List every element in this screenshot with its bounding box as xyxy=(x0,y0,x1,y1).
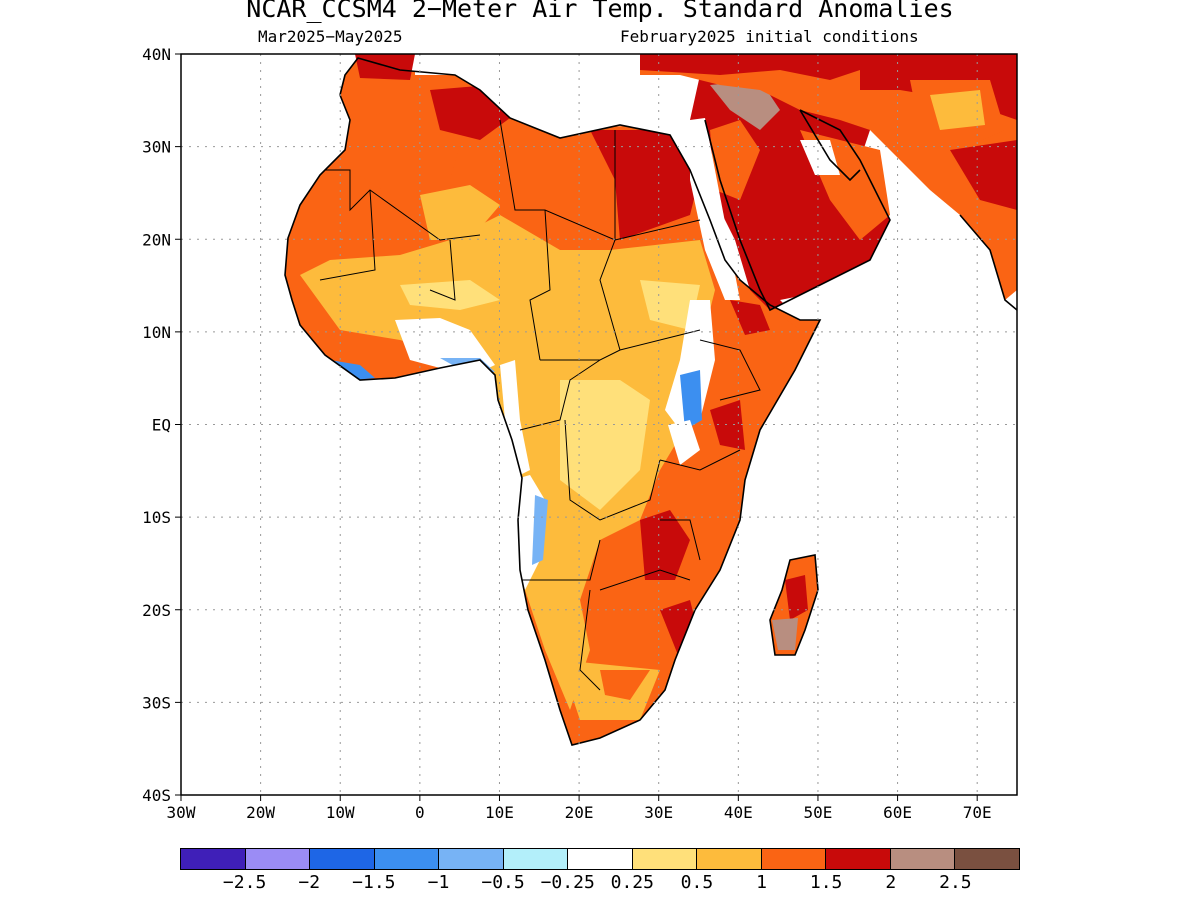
lat-tick-label: 20S xyxy=(142,601,171,620)
colorbar-swatch xyxy=(439,849,504,869)
anomaly-shading xyxy=(285,54,1017,745)
lat-tick-label: 40N xyxy=(142,45,171,64)
colorbar-swatch xyxy=(955,849,1019,869)
lon-tick-label: 60E xyxy=(883,803,912,822)
colorbar-swatch xyxy=(245,849,311,869)
colorbar-swatch xyxy=(826,849,891,869)
lat-tick-label: 20N xyxy=(142,230,171,249)
lat-tick-label: 40S xyxy=(142,786,171,805)
lon-tick-label: 50E xyxy=(803,803,832,822)
colorbar-label: −1 xyxy=(427,872,450,893)
colorbar-swatch xyxy=(632,849,698,869)
lon-tick-label: 70E xyxy=(963,803,992,822)
map-title: NCAR_CCSM4 2−Meter Air Temp. Standard An… xyxy=(246,0,954,23)
lat-tick-label: 30N xyxy=(142,138,171,157)
colorbar-label: 2.5 xyxy=(939,872,972,893)
colorbar-swatch xyxy=(568,849,633,869)
lon-tick-label: 40E xyxy=(724,803,753,822)
colorbar-swatch xyxy=(310,849,375,869)
lon-tick-label: 10E xyxy=(485,803,514,822)
colorbar-label: 0.5 xyxy=(680,872,714,893)
lat-tick-label: 10S xyxy=(142,508,171,527)
colorbar-label: 0.25 xyxy=(610,872,654,893)
coastlines xyxy=(284,57,1017,746)
graticule xyxy=(181,54,1017,795)
initial-conditions: February2025 initial conditions xyxy=(620,27,919,46)
colorbar-swatch xyxy=(761,849,827,869)
lon-axis: 30W 20W 10W 0 10E 20E 30E 40E 50E 60E 70E xyxy=(167,795,992,822)
colorbar-swatch xyxy=(503,849,569,869)
colorbar-label: 1.5 xyxy=(809,872,843,893)
colorbar-label: −0.25 xyxy=(540,872,595,893)
lon-tick-label: 20E xyxy=(565,803,594,822)
colorbar-label: 2 xyxy=(885,872,897,893)
colorbar-label: −2.5 xyxy=(222,872,267,893)
lat-tick-label: 10N xyxy=(142,323,171,342)
lat-axis: 40N 30N 20N 10N EQ 10S 20S 30S 40S xyxy=(142,45,181,805)
colorbar-swatch xyxy=(697,849,762,869)
colorbar-label: −0.5 xyxy=(481,872,525,893)
colorbar-label: −1.5 xyxy=(352,872,396,893)
lat-tick-label: 30S xyxy=(142,693,171,712)
colorbar-swatch xyxy=(890,849,956,869)
colorbar-swatch xyxy=(374,849,440,869)
colorbar-swatch xyxy=(181,849,246,869)
lat-tick-label: EQ xyxy=(152,416,171,435)
lon-tick-label: 20W xyxy=(246,803,275,822)
colorbar-label: −2 xyxy=(298,872,321,893)
colorbar-label: 1 xyxy=(756,872,767,893)
colorbar xyxy=(180,848,1020,870)
lon-tick-label: 30E xyxy=(644,803,673,822)
lon-tick-label: 0 xyxy=(415,803,425,822)
forecast-period: Mar2025−May2025 xyxy=(258,27,403,46)
lon-tick-label: 10W xyxy=(326,803,355,822)
lon-tick-label: 30W xyxy=(167,803,196,822)
